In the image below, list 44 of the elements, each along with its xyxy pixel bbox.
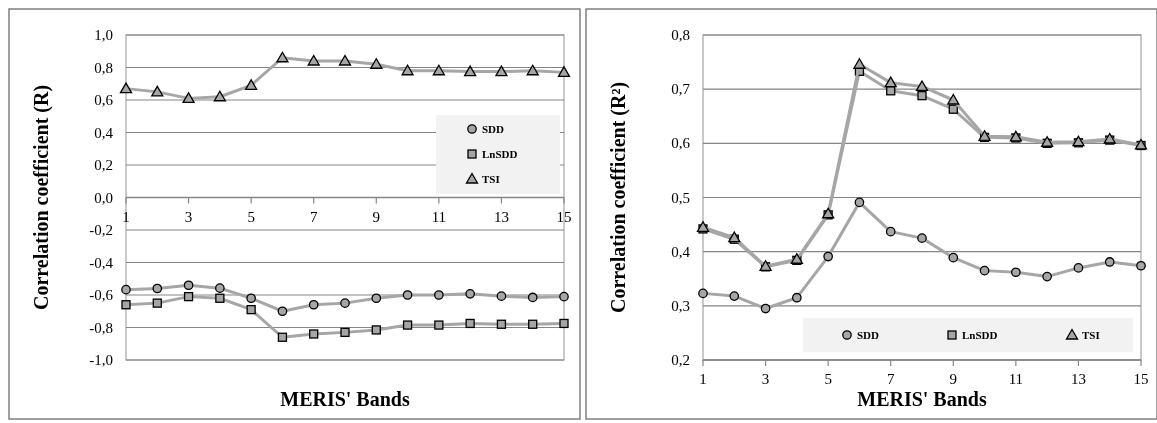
- y-tick-label: -0,8: [89, 319, 113, 336]
- y-tick-label: 0,6: [94, 92, 114, 108]
- x-tick-label: 15: [1133, 371, 1149, 387]
- y-axis-title: Correlation coefficient (R): [30, 84, 53, 311]
- legend-label: TSI: [1082, 329, 1100, 341]
- legend-label: SDD: [857, 329, 880, 341]
- x-tick-label: 3: [184, 208, 193, 225]
- x-tick-label: 11: [431, 208, 447, 225]
- y-tick-label: -1,0: [89, 352, 113, 368]
- y-tick-label: 0,2: [671, 352, 690, 368]
- y-tick-label: 0,2: [94, 157, 113, 173]
- x-tick-label: 5: [824, 371, 832, 387]
- y-tick-label: 0,7: [671, 81, 691, 98]
- x-axis-title: MERIS' Bands: [280, 388, 410, 410]
- y-tick-label: 0,4: [671, 243, 691, 260]
- x-tick-label: 5: [247, 208, 255, 225]
- x-tick-label: 13: [1070, 371, 1086, 387]
- y-tick-label: 0,5: [671, 189, 690, 206]
- legend-label: SDD: [482, 123, 505, 135]
- y-tick-label: 0,0: [94, 189, 113, 206]
- x-tick-label: 9: [949, 371, 958, 387]
- y-tick-label: -0,4: [89, 254, 114, 271]
- x-tick-label: 7: [309, 208, 318, 225]
- x-tick-label: 9: [372, 208, 381, 225]
- x-tick-label: 11: [1008, 371, 1024, 387]
- legend-label: LnSDD: [482, 148, 518, 160]
- y-tick-label: 0,3: [671, 297, 690, 314]
- y-tick-label: -0,6: [89, 287, 114, 303]
- y-tick-label: 0,4: [94, 124, 114, 141]
- x-tick-label: 7: [886, 371, 895, 387]
- x-tick-label: 13: [493, 208, 509, 225]
- x-tick-label: 1: [699, 371, 707, 387]
- y-tick-label: 1,0: [94, 27, 113, 43]
- x-tick-label: 15: [556, 208, 572, 225]
- y-tick-label: 0,8: [671, 27, 690, 43]
- legend-label: LnSDD: [962, 329, 998, 341]
- legend-label: TSI: [482, 173, 500, 185]
- y-tick-label: 0,8: [94, 59, 113, 76]
- y-tick-label: 0,6: [671, 135, 691, 152]
- x-axis-title: MERIS' Bands: [857, 388, 987, 410]
- y-tick-label: -0,2: [89, 222, 113, 238]
- y-axis-title: Correlation coefficient (R²): [607, 81, 630, 314]
- x-tick-label: 3: [761, 371, 770, 387]
- x-tick-label: 1: [122, 208, 130, 225]
